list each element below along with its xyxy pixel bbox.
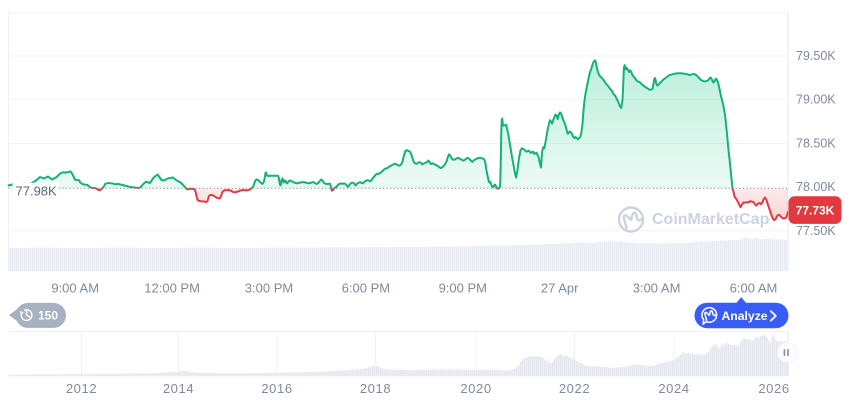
svg-text:3:00 PM: 3:00 PM	[245, 280, 293, 295]
svg-text:79.00K: 79.00K	[796, 93, 836, 107]
svg-text:77.98K: 77.98K	[16, 184, 58, 199]
svg-text:2014: 2014	[163, 381, 194, 396]
svg-text:27 Apr: 27 Apr	[541, 280, 579, 295]
svg-text:77.73K: 77.73K	[796, 204, 835, 218]
svg-text:6:00 AM: 6:00 AM	[730, 280, 778, 295]
svg-text:2024: 2024	[658, 381, 689, 396]
svg-text:78.50K: 78.50K	[796, 136, 836, 150]
svg-text:6:00 PM: 6:00 PM	[342, 280, 390, 295]
svg-text:2018: 2018	[360, 381, 391, 396]
svg-text:150: 150	[38, 309, 58, 323]
svg-text:2012: 2012	[66, 381, 97, 396]
svg-text:2020: 2020	[460, 381, 491, 396]
svg-text:12:00 PM: 12:00 PM	[144, 280, 200, 295]
svg-text:9:00 PM: 9:00 PM	[439, 280, 487, 295]
svg-text:79.50K: 79.50K	[796, 49, 836, 63]
svg-text:CoinMarketCap: CoinMarketCap	[652, 211, 770, 228]
svg-text:78.00K: 78.00K	[796, 180, 836, 194]
svg-text:2022: 2022	[559, 381, 590, 396]
svg-text:2026: 2026	[758, 381, 789, 396]
svg-text:9:00 AM: 9:00 AM	[51, 280, 99, 295]
svg-text:77.50K: 77.50K	[796, 224, 836, 238]
svg-text:2016: 2016	[261, 381, 292, 396]
svg-text:3:00 AM: 3:00 AM	[633, 280, 681, 295]
svg-text:Analyze: Analyze	[722, 309, 768, 323]
